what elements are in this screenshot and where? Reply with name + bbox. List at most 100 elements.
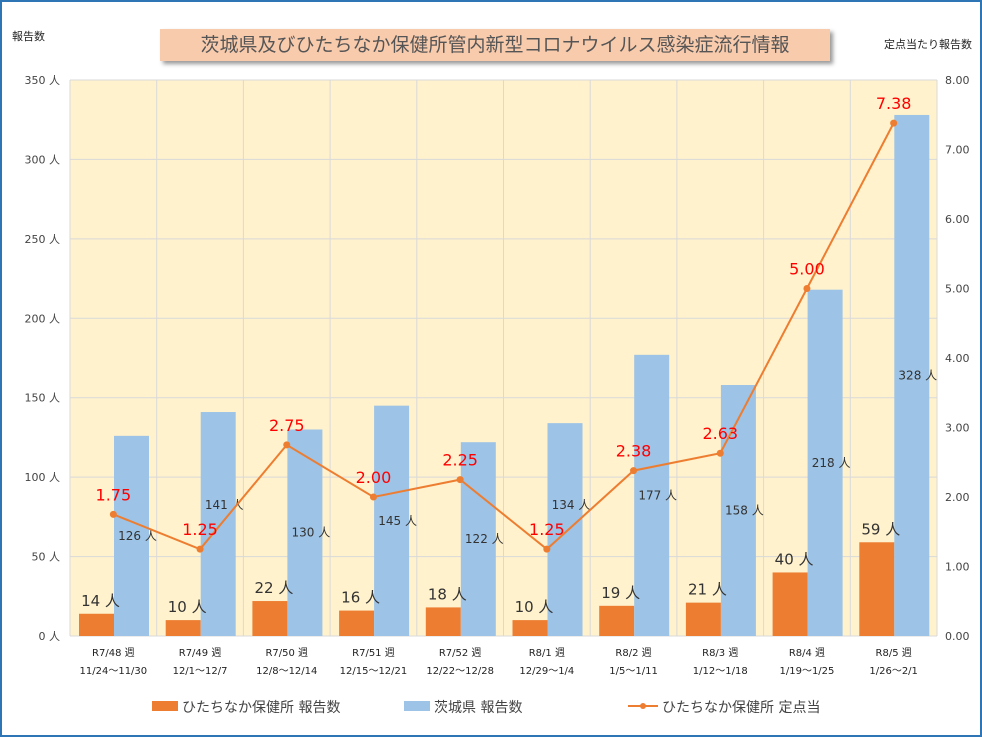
bar-ibaraki (720, 385, 756, 636)
x-tick-label: 12/1～12/7 (173, 666, 228, 677)
line-label: 5.00 (789, 260, 825, 279)
x-tick-label: 12/29～1/4 (519, 666, 574, 677)
x-tick-label: 12/8～12/14 (256, 666, 317, 677)
bar-hitachinaka (859, 542, 895, 636)
bar-ibaraki (114, 435, 149, 636)
x-tick-label: R7/48 週 (92, 647, 135, 659)
right-tick-label: 1.00 (945, 561, 970, 574)
bar-ibaraki (807, 289, 843, 636)
x-tick-label: R8/2 週 (615, 647, 651, 659)
right-axis-label: 定点当たり報告数 (884, 38, 972, 51)
bar-hitachinaka (252, 601, 288, 636)
right-tick-label: 5.00 (945, 283, 970, 296)
line-point (630, 467, 638, 475)
right-tick-label: 6.00 (945, 213, 970, 226)
line-point (543, 545, 551, 553)
bar-hitachinaka (339, 610, 375, 636)
x-tick-label: R8/5 週 (876, 647, 912, 659)
line-label: 1.25 (182, 520, 218, 539)
bar-hitachinaka (165, 620, 201, 636)
left-tick-label: 100 人 (25, 471, 61, 484)
line-point (283, 441, 291, 449)
line-point (803, 285, 811, 292)
bar-label-ibaraki: 126 人 (118, 529, 157, 543)
legend-swatch-hitachinaka (152, 701, 178, 711)
bar-label-hitachinaka: 59 人 (861, 520, 900, 538)
bar-label-ibaraki: 122 人 (465, 532, 504, 546)
bar-label-hitachinaka: 40 人 (775, 550, 814, 568)
bar-hitachinaka (772, 572, 808, 636)
line-label: 2.25 (442, 451, 478, 470)
bar-label-hitachinaka: 10 人 (168, 598, 207, 616)
x-tick-label: R8/4 週 (789, 647, 825, 659)
x-tick-label: 1/12～1/18 (693, 666, 748, 677)
left-tick-label: 300 人 (25, 153, 61, 166)
line-label: 1.75 (96, 485, 132, 504)
line-point (196, 545, 204, 553)
bar-ibaraki (460, 442, 496, 636)
x-tick-label: R7/49 週 (179, 647, 222, 659)
right-tick-label: 4.00 (945, 352, 970, 365)
line-point (369, 493, 377, 501)
x-tick-label: R8/1 週 (529, 647, 565, 659)
right-tick-label: 2.00 (945, 491, 970, 504)
line-label: 2.63 (702, 424, 738, 443)
x-tick-label: 1/5～1/11 (609, 666, 658, 677)
left-tick-label: 200 人 (25, 312, 61, 325)
line-point (716, 449, 724, 457)
line-label: 1.25 (529, 520, 565, 539)
line-label: 2.00 (356, 468, 392, 487)
legend-label-ibaraki: 茨城県 報告数 (434, 700, 522, 716)
bar-ibaraki (894, 114, 930, 637)
bar-ibaraki (200, 412, 236, 636)
bar-label-ibaraki: 328 人 (898, 368, 937, 382)
x-tick-label: 12/15～12/21 (340, 666, 408, 677)
bar-ibaraki (547, 423, 583, 636)
bar-label-ibaraki: 177 人 (638, 488, 677, 502)
line-point (890, 119, 898, 127)
line-rate (112, 122, 895, 551)
bar-label-hitachinaka: 10 人 (515, 598, 554, 616)
x-tick-label: 12/22～12/28 (426, 666, 494, 677)
bar-ibaraki (374, 405, 410, 636)
legend-label-hitachinaka: ひたちなか保健所 報告数 (182, 700, 340, 716)
left-tick-label: 50 人 (32, 551, 61, 564)
legend-marker-rate (640, 703, 646, 709)
x-tick-label: R7/52 週 (439, 647, 482, 659)
bar-label-ibaraki: 145 人 (378, 514, 417, 528)
bar-label-ibaraki: 158 人 (725, 504, 764, 518)
line-point (109, 510, 117, 518)
line-label: 2.75 (269, 416, 305, 435)
left-tick-label: 0 人 (39, 630, 61, 643)
line-label: 2.38 (616, 442, 652, 461)
bar-label-hitachinaka: 16 人 (341, 589, 380, 607)
bar-label-ibaraki: 218 人 (812, 456, 851, 470)
bar-hitachinaka (79, 613, 114, 636)
line-label: 7.38 (876, 94, 912, 113)
bar-hitachinaka (599, 605, 635, 636)
chart-title: 茨城県及びひたちなか保健所管内新型コロナウイルス感染症流行情報 (160, 29, 830, 61)
bar-label-hitachinaka: 21 人 (688, 581, 727, 599)
bar-ibaraki (634, 354, 670, 636)
bar-label-ibaraki: 134 人 (552, 498, 591, 512)
line-point (456, 476, 464, 484)
left-tick-label: 250 人 (25, 233, 61, 246)
x-tick-label: 1/26～2/1 (869, 666, 918, 677)
bar-hitachinaka (425, 607, 461, 636)
left-tick-label: 150 人 (25, 392, 61, 405)
x-tick-label: 1/19～1/25 (779, 666, 834, 677)
x-tick-label: R8/3 週 (702, 647, 738, 659)
left-tick-label: 350 人 (25, 74, 61, 87)
right-tick-label: 7.00 (945, 144, 970, 157)
bar-hitachinaka (512, 620, 548, 636)
x-tick-label: R7/50 週 (265, 647, 308, 659)
bar-label-hitachinaka: 18 人 (428, 585, 467, 603)
bar-label-hitachinaka: 14 人 (81, 592, 120, 610)
bar-hitachinaka (685, 602, 721, 636)
legend-swatch-ibaraki (404, 701, 430, 711)
x-tick-label: R7/51 週 (352, 647, 395, 659)
bar-label-hitachinaka: 22 人 (254, 579, 293, 597)
right-tick-label: 8.00 (945, 74, 970, 87)
